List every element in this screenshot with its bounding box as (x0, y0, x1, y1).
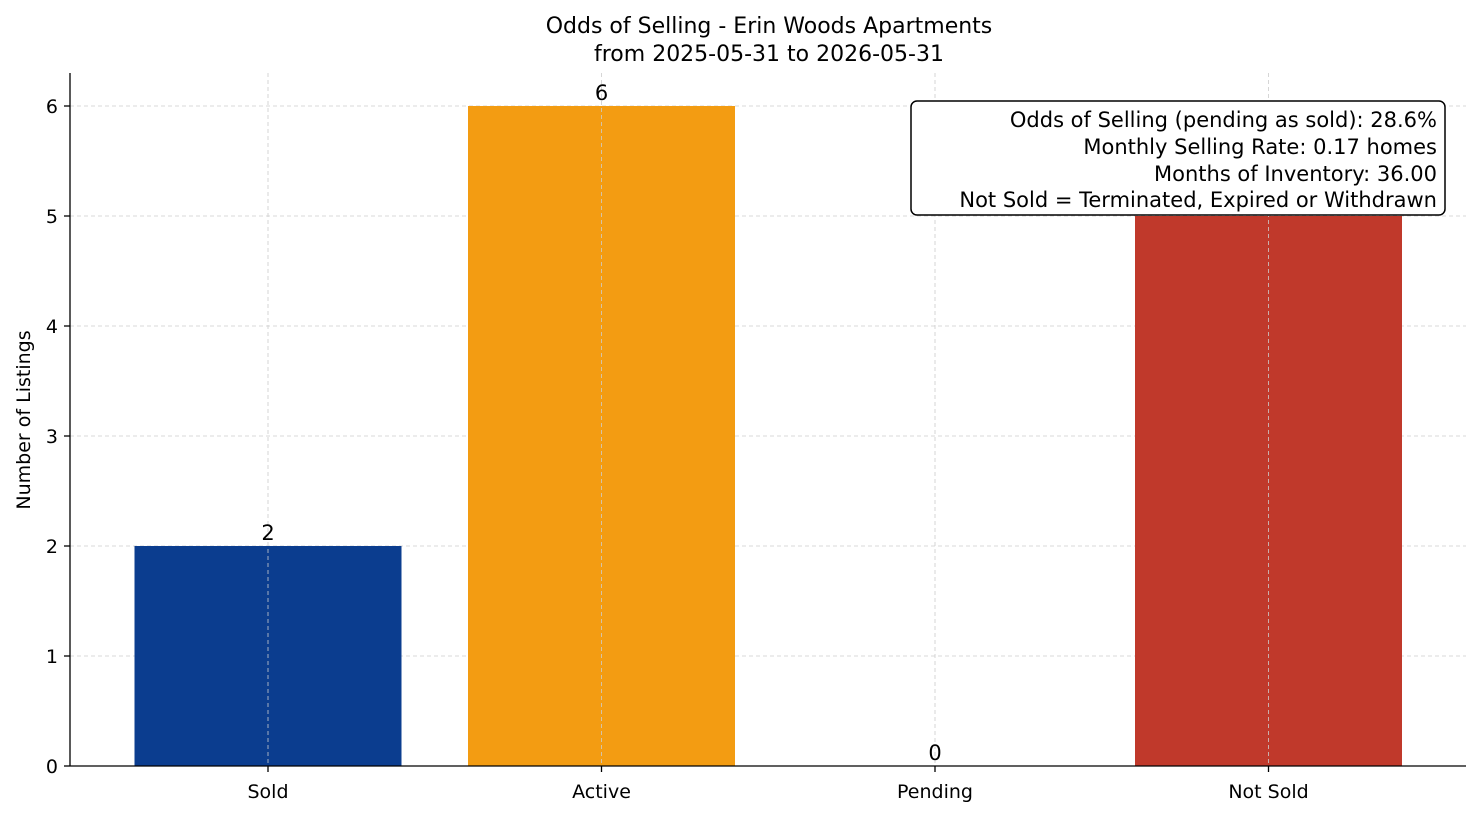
bar-active (468, 106, 735, 766)
x-tick-label: Active (572, 781, 631, 803)
chart-subtitle: from 2025-05-31 to 2026-05-31 (594, 42, 944, 67)
x-tick-label: Sold (247, 781, 288, 803)
y-tick-label: 4 (46, 316, 58, 338)
info-box-frame (910, 100, 1446, 216)
y-tick-label: 6 (46, 96, 58, 118)
info-line-not-sold: Not Sold = Terminated, Expired or Withdr… (959, 188, 1437, 212)
y-tick-label: 5 (46, 206, 58, 228)
bar-value-label: 6 (595, 81, 608, 105)
axes (69, 73, 1466, 767)
x-ticks: Sold Active Pending Not Sold (247, 766, 1309, 803)
y-tick-label: 3 (46, 426, 58, 448)
y-tick-label: 0 (46, 756, 58, 778)
info-line-odds: Odds of Selling (pending as sold): 28.6% (1010, 108, 1437, 132)
info-box: Odds of Selling (pending as sold): 28.6%… (910, 100, 1446, 216)
y-axis-label: Number of Listings (13, 330, 35, 509)
info-line-inventory: Months of Inventory: 36.00 (1154, 162, 1437, 186)
bars (134, 73, 1402, 766)
bar-value-label: 0 (928, 741, 941, 765)
x-tick-label: Pending (897, 781, 973, 803)
y-ticks: 0 1 2 3 4 5 6 (46, 96, 70, 778)
y-tick-label: 2 (46, 536, 58, 558)
info-line-rate: Monthly Selling Rate: 0.17 homes (1083, 135, 1437, 159)
bar-value-label: 2 (261, 521, 274, 545)
x-tick-label: Not Sold (1228, 781, 1308, 803)
chart-title: Odds of Selling - Erin Woods Apartments (546, 14, 993, 39)
y-tick-label: 1 (46, 646, 58, 668)
